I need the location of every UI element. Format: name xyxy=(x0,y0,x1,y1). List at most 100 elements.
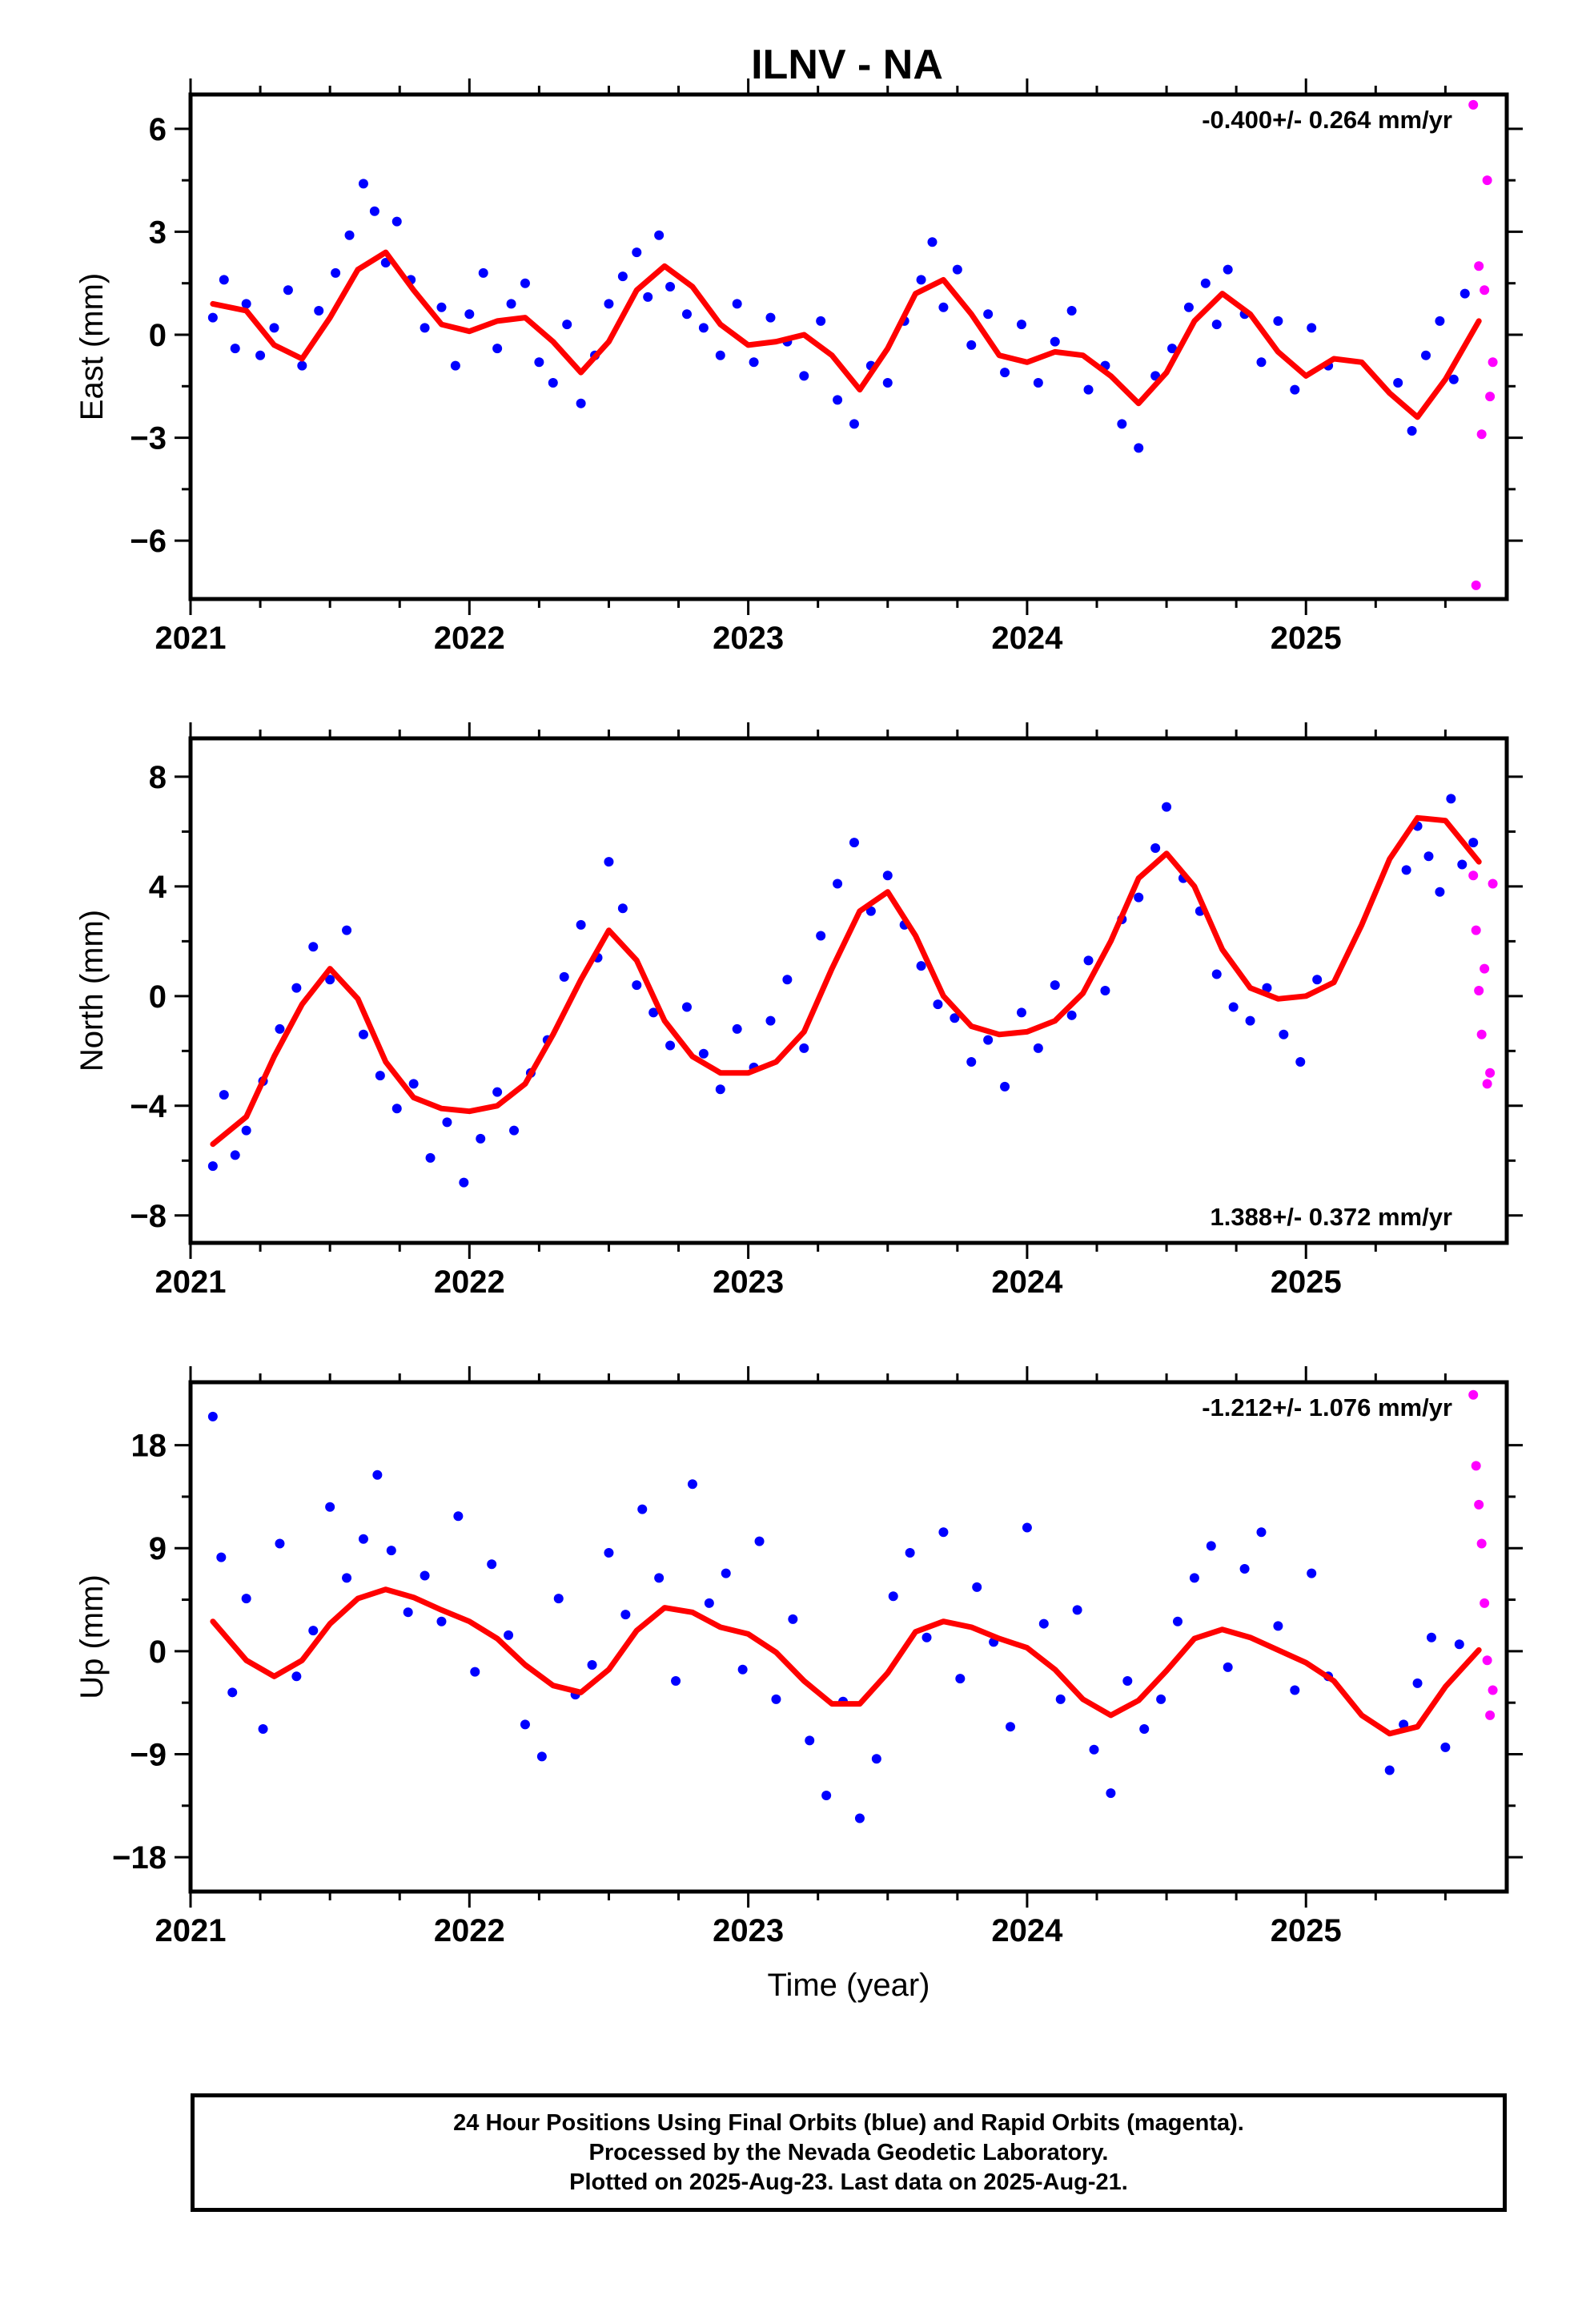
final-point xyxy=(1016,320,1026,330)
rapid-point xyxy=(1474,986,1484,995)
x-tick-label: 2022 xyxy=(434,621,505,656)
final-point xyxy=(782,975,793,985)
final-point xyxy=(1223,264,1233,275)
y-tick-label: −9 xyxy=(130,1737,167,1772)
final-point xyxy=(459,1177,469,1188)
final-point xyxy=(506,299,516,309)
final-point xyxy=(620,1610,631,1620)
x-tick-label: 2023 xyxy=(713,1265,784,1300)
final-point xyxy=(1457,859,1468,870)
final-point xyxy=(632,980,642,991)
final-point xyxy=(833,395,843,405)
final-point xyxy=(358,179,368,189)
final-point xyxy=(698,323,709,333)
panel-3: 2021 2022 2023 2024 2025 18 9 0 −9 −18 Up (mm) Time… xyxy=(74,1366,1523,2003)
rapid-point xyxy=(1485,392,1496,402)
final-point xyxy=(1100,986,1110,995)
final-point xyxy=(255,350,266,360)
rapid-point xyxy=(1482,1655,1492,1666)
x-tick-label: 2021 xyxy=(155,1913,227,1948)
final-point xyxy=(314,306,324,316)
final-point xyxy=(291,1671,302,1682)
final-point xyxy=(436,302,447,312)
y-tick-label: −3 xyxy=(130,421,167,456)
final-point xyxy=(1038,1618,1049,1629)
final-point xyxy=(297,360,307,371)
x-tick-label: 2025 xyxy=(1271,1913,1342,1948)
model-fit-line xyxy=(210,1586,1482,1737)
final-point xyxy=(520,278,530,288)
final-point xyxy=(408,1079,419,1089)
y-tick-label: −18 xyxy=(112,1840,167,1876)
final-point xyxy=(1183,302,1194,312)
final-point xyxy=(916,275,926,285)
y-axis-label: Up (mm) xyxy=(74,1574,110,1699)
panel-2: 2021 2022 2023 2024 2025 8 4 0 −4 −8 North (mm) 1.3… xyxy=(74,722,1523,1300)
final-point xyxy=(1156,1694,1166,1704)
final-point xyxy=(487,1559,497,1570)
final-point xyxy=(492,1087,503,1097)
final-point xyxy=(671,1676,681,1687)
plot-frame xyxy=(188,92,1509,601)
final-point xyxy=(1435,316,1445,326)
panels: 2021 2022 2023 2024 2025 6 3 0 −3 −6 East (mm) -0.4… xyxy=(74,78,1523,2003)
plot-frame xyxy=(188,1380,1509,1894)
y-tick-label: 18 xyxy=(131,1429,167,1464)
final-point xyxy=(1000,1081,1010,1092)
final-point xyxy=(927,237,938,247)
final-point xyxy=(1384,1765,1395,1775)
x-tick-label: 2025 xyxy=(1271,1265,1342,1300)
final-point xyxy=(291,983,302,993)
rapid-point xyxy=(1480,285,1490,296)
final-point xyxy=(771,1694,781,1704)
x-tick-label: 2023 xyxy=(713,1913,784,1948)
final-point xyxy=(938,302,949,312)
final-point xyxy=(207,1161,218,1172)
final-point xyxy=(275,1538,285,1549)
chart-title: ILNV - NA xyxy=(751,42,943,88)
final-point xyxy=(562,320,572,330)
final-point xyxy=(916,961,926,971)
final-point xyxy=(207,1411,218,1421)
rapid-point xyxy=(1482,175,1492,186)
final-point xyxy=(258,1724,268,1735)
final-point xyxy=(534,357,544,368)
final-point xyxy=(478,267,488,278)
final-point xyxy=(1435,887,1445,897)
final-point xyxy=(269,323,279,333)
final-point xyxy=(637,1504,648,1514)
final-point xyxy=(1083,384,1094,395)
final-point xyxy=(1256,357,1267,368)
final-point xyxy=(386,1546,396,1556)
final-point xyxy=(955,1674,966,1684)
rapid-point xyxy=(1482,1079,1492,1089)
final-point xyxy=(1312,975,1323,985)
final-point xyxy=(1262,983,1272,993)
final-point xyxy=(854,1813,865,1823)
rapid-orbit-points xyxy=(1468,1389,1498,1720)
final-point xyxy=(241,1125,251,1136)
final-point xyxy=(1083,955,1094,966)
final-point xyxy=(216,1552,227,1562)
final-point xyxy=(715,1084,725,1095)
final-point xyxy=(849,419,859,429)
final-point xyxy=(617,271,628,282)
final-point xyxy=(1055,1694,1066,1704)
footer-line-3: Plotted on 2025-Aug-23. Last data on 202… xyxy=(569,2169,1128,2195)
final-point xyxy=(1200,278,1211,288)
final-point xyxy=(369,206,379,216)
final-point xyxy=(1239,1563,1250,1574)
footer-box: 24 Hour Positions Using Final Orbits (bl… xyxy=(191,2093,1507,2212)
final-point xyxy=(587,1660,597,1671)
final-point xyxy=(403,1607,413,1618)
panel-1: 2021 2022 2023 2024 2025 6 3 0 −3 −6 East (mm) -0.4… xyxy=(74,78,1523,656)
final-point xyxy=(643,292,653,302)
final-point xyxy=(536,1751,547,1762)
final-point xyxy=(1228,1002,1239,1012)
rapid-point xyxy=(1488,357,1498,368)
final-point xyxy=(1006,1722,1016,1732)
final-point xyxy=(1401,865,1411,875)
x-tick-label: 2021 xyxy=(155,1265,227,1300)
y-tick-label: 4 xyxy=(149,870,167,905)
final-point xyxy=(871,1754,881,1764)
